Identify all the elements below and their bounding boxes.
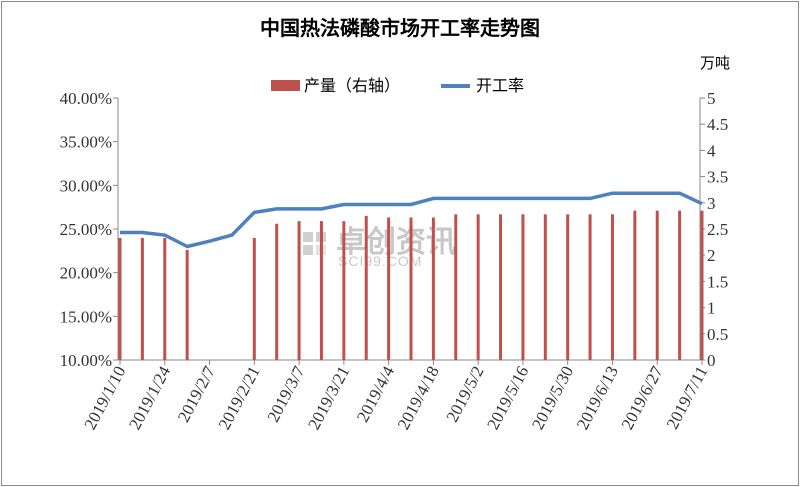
production-bar: [387, 217, 391, 360]
production-bar: [700, 210, 704, 360]
watermark: 卓创资讯 SCI99.COM: [303, 225, 456, 269]
production-bar: [140, 237, 144, 360]
legend-label-line: 开工率: [476, 76, 524, 95]
left-tick-label: 10.00%: [60, 351, 112, 370]
production-bar: [409, 217, 413, 360]
legend-swatch-bar: [271, 80, 300, 91]
production-bar: [275, 223, 279, 360]
left-tick-label: 15.00%: [60, 307, 112, 326]
right-tick-label: 3: [707, 194, 716, 213]
production-bar: [185, 249, 189, 360]
x-tick-label: 2019/1/10: [80, 363, 129, 433]
production-bar: [431, 217, 435, 360]
production-bar: [655, 210, 659, 360]
right-tick-label: 1.5: [707, 272, 728, 291]
left-tick-label: 20.00%: [60, 264, 112, 283]
x-tick-label: 2019/5/30: [528, 363, 577, 433]
left-tick-label: 30.00%: [60, 176, 112, 195]
chart-title: 中国热法磷酸市场开工率走势图: [260, 16, 540, 40]
right-tick-label: 5: [707, 89, 716, 108]
production-bar: [678, 210, 682, 360]
production-bar: [566, 214, 570, 360]
legend: 产量（右轴） 开工率: [271, 76, 524, 95]
x-tick-label: 2019/5/2: [443, 363, 488, 425]
production-bar: [499, 214, 503, 360]
x-tick-label: 2019/3/21: [304, 363, 353, 433]
left-tick-label: 40.00%: [60, 89, 112, 108]
x-tick-label: 2019/6/27: [618, 363, 667, 433]
right-tick-label: 3.5: [707, 168, 728, 187]
production-bar: [297, 221, 301, 360]
right-tick-label: 2.5: [707, 220, 728, 239]
production-bar: [476, 214, 480, 360]
production-bar: [118, 237, 122, 360]
x-tick-label: 2019/1/24: [125, 363, 174, 433]
right-tick-label: 0: [707, 351, 716, 370]
production-bar: [252, 237, 256, 360]
watermark-subtext: SCI99.COM: [338, 253, 422, 269]
watermark-text: 卓创资讯: [336, 225, 456, 260]
left-tick-label: 25.00%: [60, 220, 112, 239]
x-tick-label: 2019/4/18: [394, 363, 443, 433]
x-tick-label: 2019/5/16: [483, 363, 532, 433]
x-tick-label: 2019/7/11: [663, 363, 712, 432]
x-tick-label: 2019/4/4: [353, 363, 398, 426]
production-bar: [588, 214, 592, 360]
production-bar: [633, 210, 637, 360]
production-bar: [163, 237, 167, 360]
production-bar: [454, 214, 458, 360]
production-bar: [610, 214, 614, 360]
production-bar: [319, 221, 323, 360]
production-bar: [543, 214, 547, 360]
right-tick-label: 4.5: [707, 115, 728, 134]
right-axis-unit: 万吨: [700, 54, 730, 72]
legend-label-bar: 产量（右轴）: [304, 76, 400, 95]
right-tick-label: 4: [707, 141, 716, 160]
operating-rate-line: [120, 191, 703, 249]
production-bar: [364, 215, 368, 360]
left-tick-label: 35.00%: [60, 133, 112, 152]
x-tick-label: 2019/2/7: [174, 363, 219, 426]
x-tick-label: 2019/3/7: [263, 363, 308, 426]
production-bar: [342, 221, 346, 360]
right-tick-label: 1: [707, 299, 716, 318]
watermark-logo-block: [303, 245, 313, 255]
x-tick-label: 2019/6/13: [573, 363, 622, 433]
production-bar: [521, 214, 525, 360]
right-tick-label: 0.5: [707, 325, 728, 344]
right-tick-label: 2: [707, 246, 716, 265]
watermark-logo-block: [303, 232, 313, 242]
x-tick-label: 2019/2/21: [215, 363, 264, 433]
